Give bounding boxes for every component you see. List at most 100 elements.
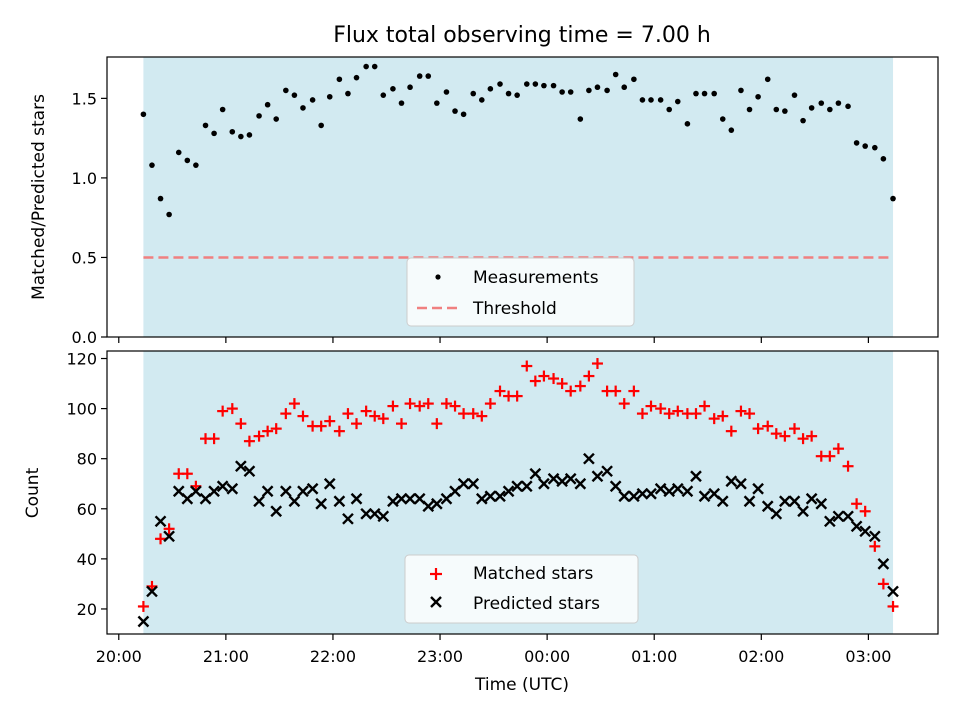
matched-star-point	[288, 398, 300, 410]
measurement-point	[853, 140, 860, 146]
y-tick-label: 60	[77, 500, 97, 519]
matched-star-point	[762, 420, 774, 432]
measurement-point	[862, 143, 868, 149]
measurement-point	[175, 149, 182, 156]
predicted-star-point	[520, 480, 533, 493]
predicted-star-point	[556, 475, 568, 488]
predicted-star-point	[564, 472, 577, 485]
matched-star-point	[476, 410, 488, 422]
matched-star-point	[235, 418, 247, 430]
matched-star-point	[280, 408, 292, 420]
measurement-point	[229, 128, 236, 135]
measurement-point	[657, 97, 664, 103]
measurement-point	[318, 122, 324, 129]
measurement-point	[711, 90, 717, 97]
measurement-points	[140, 63, 896, 218]
measurement-point	[693, 90, 699, 97]
matched-star-point	[351, 418, 363, 430]
predicted-star-point	[654, 482, 667, 495]
matched-star-point	[422, 398, 434, 410]
measurement-point	[390, 86, 396, 92]
predicted-star-point	[788, 495, 801, 508]
matched-star-point	[591, 358, 603, 370]
matched-star-point	[645, 400, 657, 412]
measurement-point	[648, 97, 654, 103]
measurement-point	[621, 84, 628, 91]
measurement-point	[764, 76, 771, 83]
matched-star-point	[262, 425, 274, 437]
predicted-star-point	[467, 477, 480, 490]
measurement-point	[577, 116, 584, 122]
predicted-star-point	[770, 507, 783, 520]
matched-star-point	[404, 398, 416, 410]
matched-star-point	[797, 433, 809, 445]
predicted-legend-label: Predicted stars	[473, 594, 600, 614]
top-y-axis-label: Matched/Predicted stars	[29, 94, 49, 300]
measurement-point	[443, 89, 450, 95]
predicted-star-point	[823, 515, 836, 528]
matched-star-point	[565, 385, 577, 397]
matched-star-point	[556, 378, 568, 390]
predicted-legend-marker	[430, 596, 442, 608]
matched-star-point	[636, 408, 648, 420]
predicted-star-point	[430, 497, 443, 510]
measurement-point	[398, 100, 405, 106]
predicted-star-point	[377, 510, 390, 523]
y-tick-label: 80	[77, 450, 97, 469]
predicted-star-point	[645, 487, 657, 500]
predicted-star-point	[288, 495, 301, 508]
predicted-star-point	[797, 505, 809, 518]
measurement-point	[835, 100, 842, 106]
predicted-star-point	[725, 475, 738, 488]
predicted-star-point	[475, 492, 488, 505]
matched-star-point	[699, 400, 711, 412]
predicted-star-point	[387, 495, 399, 508]
matched-star-point	[610, 385, 622, 397]
predicted-star-point	[422, 500, 435, 513]
predicted-star-point	[350, 492, 363, 505]
y-tick-label: 0.0	[72, 328, 97, 347]
matched-star-point	[333, 425, 345, 437]
matched-star-point	[735, 405, 747, 417]
predicted-star-point	[779, 495, 791, 508]
matched-star-point	[690, 408, 702, 420]
predicted-star-point	[743, 495, 756, 508]
predicted-star-point	[752, 482, 764, 495]
measurement-point	[890, 195, 896, 202]
matched-star-point	[832, 443, 844, 455]
predicted-star-point	[208, 485, 220, 498]
predicted-star-point	[538, 477, 550, 490]
measurement-point	[291, 92, 298, 98]
measurement-point	[773, 106, 780, 113]
bottom-legend-box	[404, 554, 639, 624]
measurement-point	[827, 106, 833, 113]
x-tick-label: 03:00	[845, 647, 891, 666]
measurement-point	[818, 100, 825, 106]
predicted-star-point	[342, 512, 354, 525]
y-tick-label: 1.0	[72, 169, 97, 188]
matched-star-point	[360, 405, 372, 417]
measurement-point	[283, 87, 289, 94]
predicted-star-point	[547, 472, 560, 485]
matched-star-point	[387, 400, 399, 412]
measurement-point	[639, 97, 646, 103]
predicted-star-point	[591, 470, 604, 483]
predicted-star-point	[690, 470, 702, 483]
measurement-point	[336, 76, 343, 83]
predicted-star-point	[671, 482, 684, 495]
matched-star-point	[458, 408, 470, 420]
measurement-point	[800, 117, 806, 124]
predicted-star-point	[681, 485, 694, 498]
measurement-point	[701, 90, 708, 97]
measurement-point	[567, 89, 574, 95]
predicted-star-point	[815, 497, 828, 510]
predicted-star-point	[235, 460, 247, 473]
predicted-star-point	[163, 530, 175, 543]
bottom-y-axis: 20 40 60 80 100 120	[66, 350, 107, 619]
predicted-star-point	[636, 487, 649, 500]
predicted-star-point	[716, 495, 729, 508]
predicted-star-point	[601, 465, 613, 478]
matched-star-point	[574, 380, 586, 392]
predicted-star-point	[297, 485, 309, 498]
measurement-point	[157, 195, 164, 202]
